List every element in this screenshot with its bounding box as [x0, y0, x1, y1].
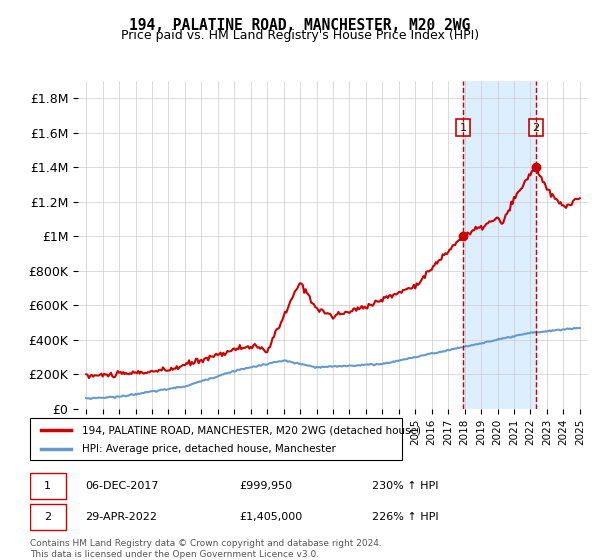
Text: 06-DEC-2017: 06-DEC-2017 — [85, 481, 158, 491]
Text: 2: 2 — [532, 123, 539, 133]
Text: Price paid vs. HM Land Registry's House Price Index (HPI): Price paid vs. HM Land Registry's House … — [121, 29, 479, 42]
Text: £999,950: £999,950 — [240, 481, 293, 491]
Text: 1: 1 — [44, 481, 51, 491]
Text: 29-APR-2022: 29-APR-2022 — [85, 512, 157, 521]
Text: 230% ↑ HPI: 230% ↑ HPI — [372, 481, 439, 491]
Text: 226% ↑ HPI: 226% ↑ HPI — [372, 512, 439, 521]
Text: Contains HM Land Registry data © Crown copyright and database right 2024.
This d: Contains HM Land Registry data © Crown c… — [30, 539, 382, 559]
Text: 194, PALATINE ROAD, MANCHESTER, M20 2WG (detached house): 194, PALATINE ROAD, MANCHESTER, M20 2WG … — [82, 425, 421, 435]
FancyBboxPatch shape — [30, 418, 402, 460]
Text: 194, PALATINE ROAD, MANCHESTER, M20 2WG: 194, PALATINE ROAD, MANCHESTER, M20 2WG — [130, 18, 470, 33]
Text: 1: 1 — [460, 123, 467, 133]
Text: 2: 2 — [44, 512, 51, 521]
Bar — [463, 81, 536, 409]
Text: £1,405,000: £1,405,000 — [240, 512, 303, 521]
FancyBboxPatch shape — [30, 473, 66, 499]
Text: HPI: Average price, detached house, Manchester: HPI: Average price, detached house, Manc… — [82, 444, 336, 454]
FancyBboxPatch shape — [30, 503, 66, 530]
